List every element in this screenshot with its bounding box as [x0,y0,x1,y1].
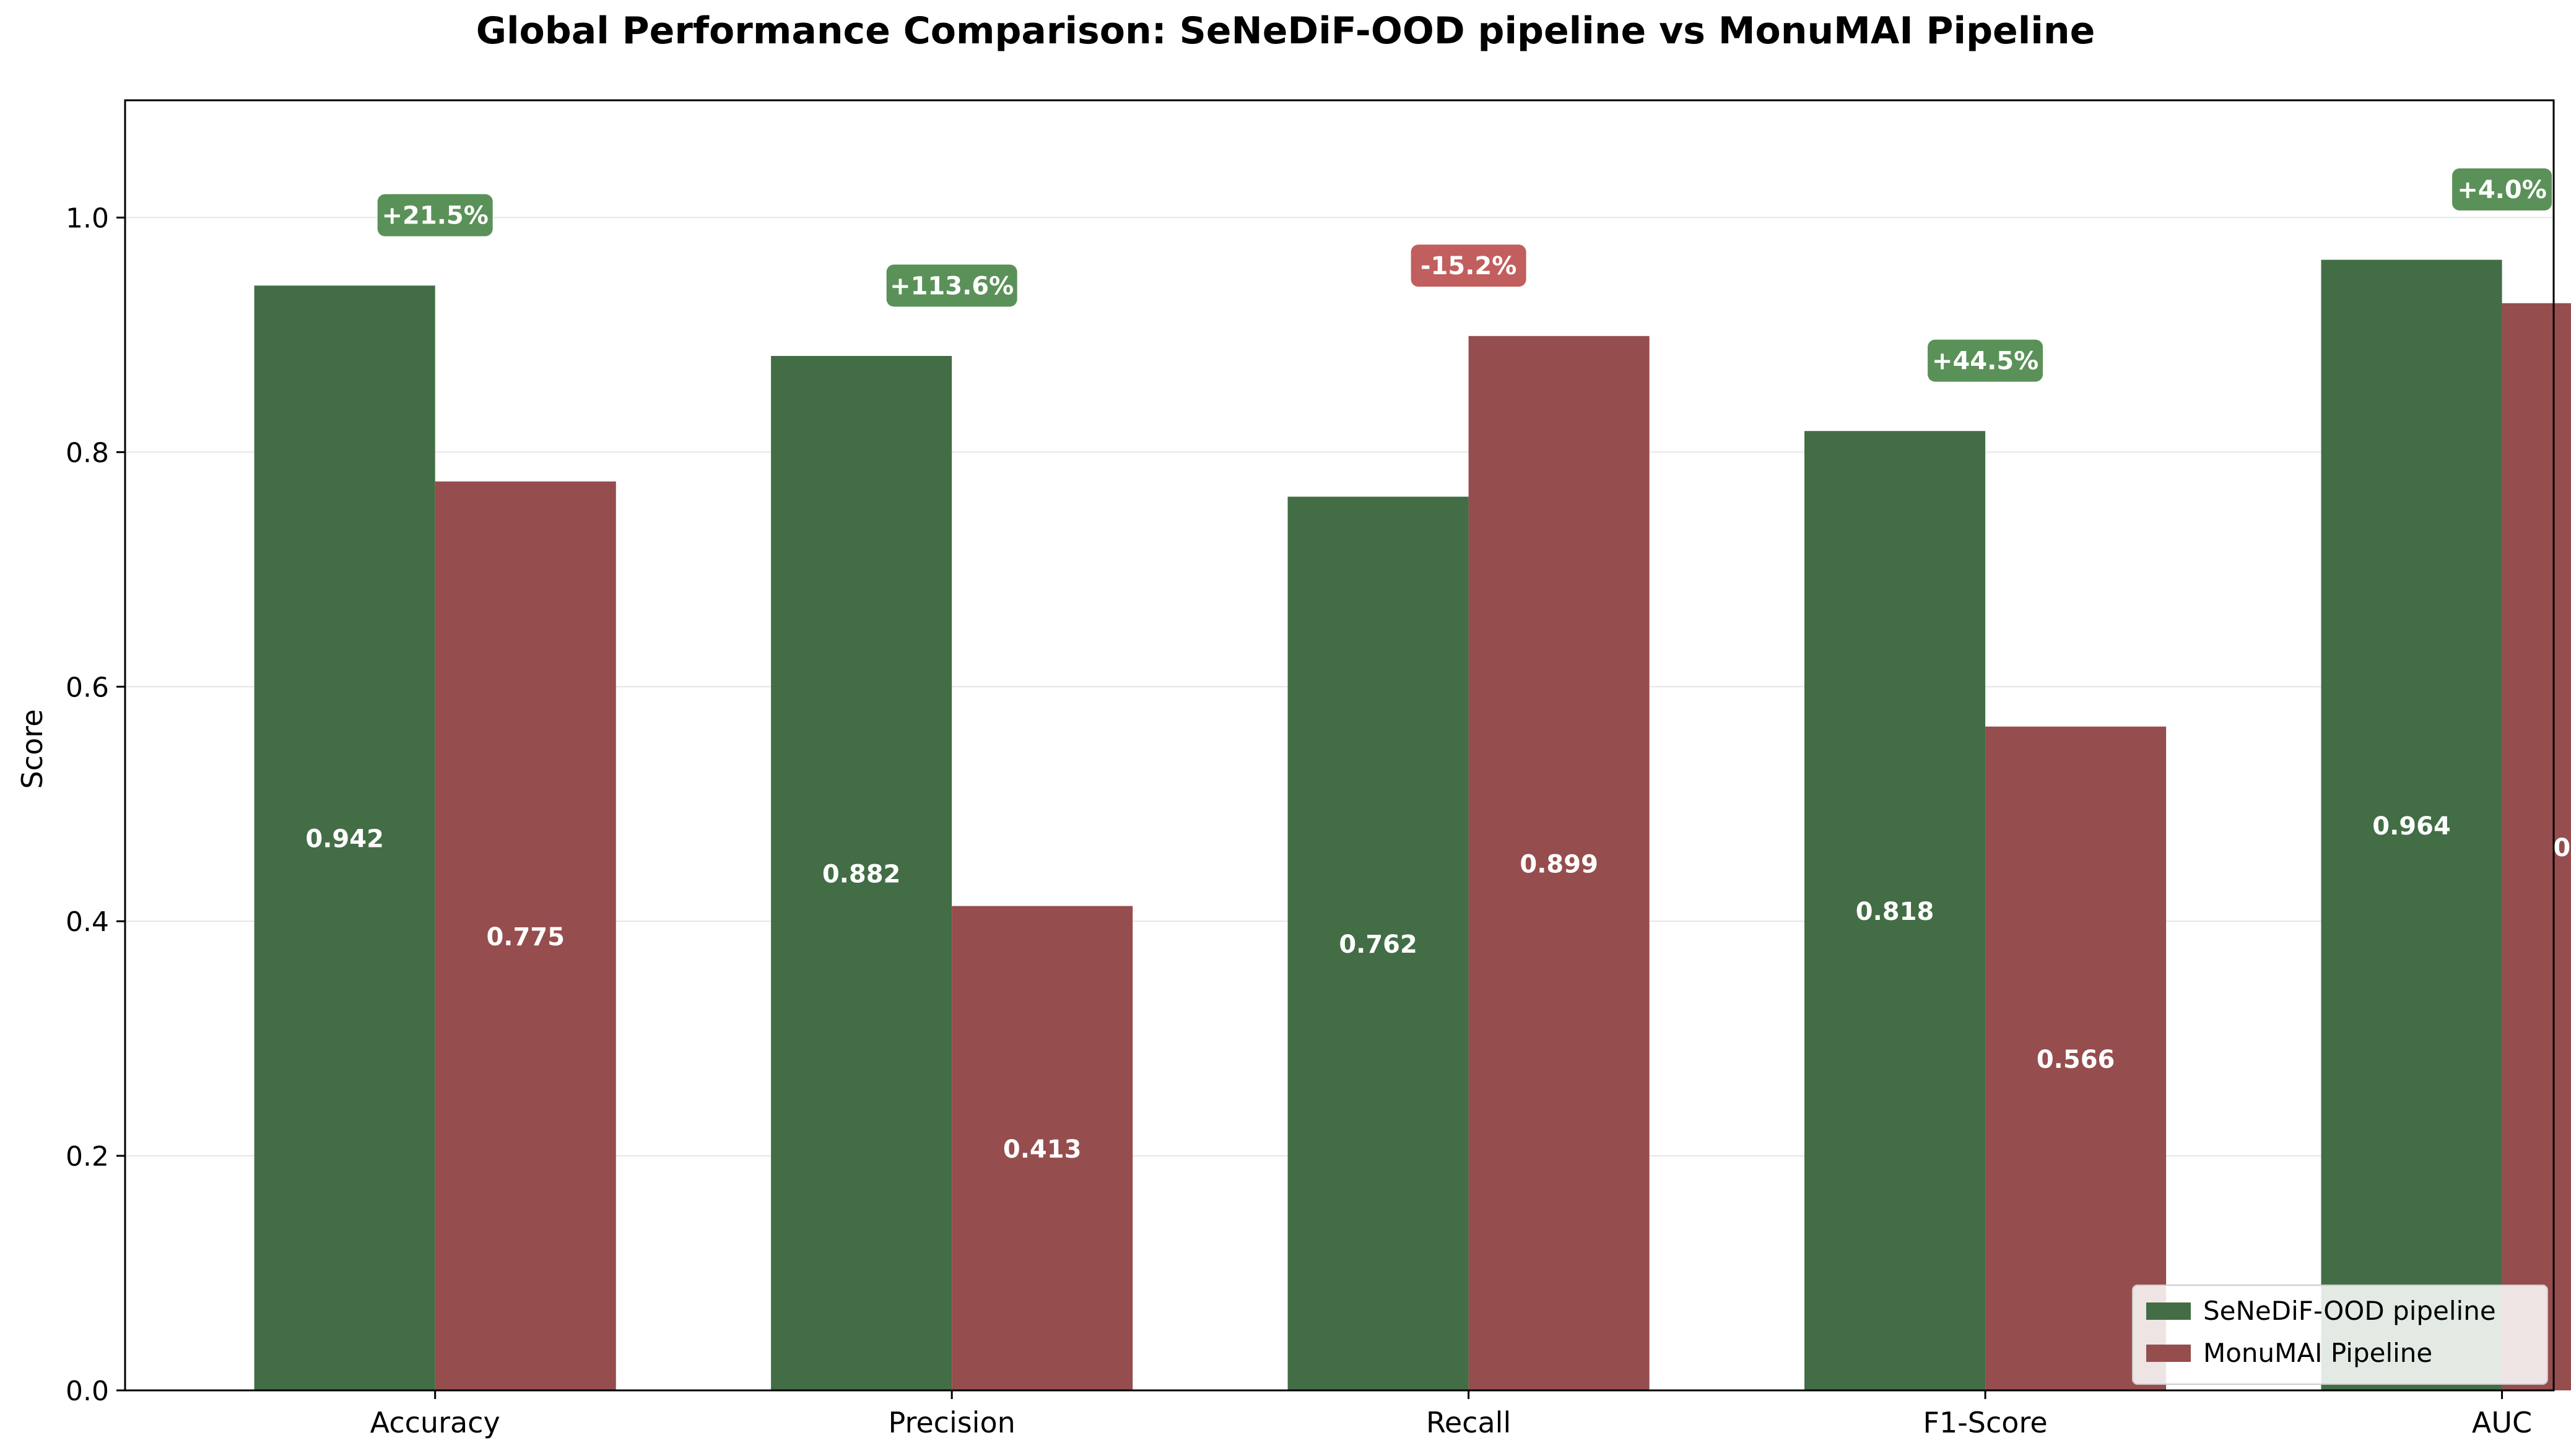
x-tick-label: F1-Score [1923,1406,2047,1439]
bar-value-label: 0.964 [2372,812,2451,841]
change-badge-label: +113.6% [890,272,1014,300]
y-tick-label: 0.8 [66,437,109,469]
bar-value-label: 0.927 [2553,834,2571,862]
y-tick-label: 0.4 [66,906,109,938]
bar-value-label: 0.818 [1856,898,1934,926]
bar-value-label: 0.566 [2037,1046,2115,1074]
annotation-layer: +21.5% +113.6% -15.2% +44.5% +4.0% [378,168,2552,382]
x-tick-label: Recall [1426,1406,1511,1439]
y-tick-label: 0.2 [66,1141,109,1172]
x-tick-label: AUC [2472,1406,2532,1439]
chart-container: Global Performance Comparison: SeNeDiF-O… [0,0,2571,1456]
bar-value-label: 0.762 [1339,930,1417,959]
bar-value-label: 0.942 [305,825,384,854]
legend-label: MonuMAI Pipeline [2203,1338,2432,1368]
bar-value-label: 0.899 [1520,850,1598,878]
legend: SeNeDiF-OOD pipeline MonuMAI Pipeline [2133,1285,2547,1384]
y-axis-label: Score [15,709,49,789]
y-tick-label: 0.6 [66,672,109,703]
chart-title: Global Performance Comparison: SeNeDiF-O… [476,9,2095,53]
x-tick-label: Precision [889,1406,1016,1439]
bar-value-label: 0.413 [1003,1135,1082,1164]
change-badge-label: +44.5% [1932,347,2038,376]
y-tick-label: 0.0 [66,1376,109,1407]
legend-swatch [2146,1345,2191,1362]
bar-layer [254,260,2571,1390]
legend-swatch [2146,1302,2191,1320]
bar-value-label: 0.775 [486,923,565,951]
change-badge-label: -15.2% [1420,252,1516,280]
legend-label: SeNeDiF-OOD pipeline [2203,1296,2496,1326]
y-tick-label: 1.0 [66,202,109,234]
change-badge-label: +21.5% [382,202,489,230]
x-tick-label: Accuracy [370,1406,500,1439]
bar-value-label: 0.882 [822,860,901,889]
performance-chart: Global Performance Comparison: SeNeDiF-O… [0,0,2571,1456]
change-badge-label: +4.0% [2457,176,2546,204]
